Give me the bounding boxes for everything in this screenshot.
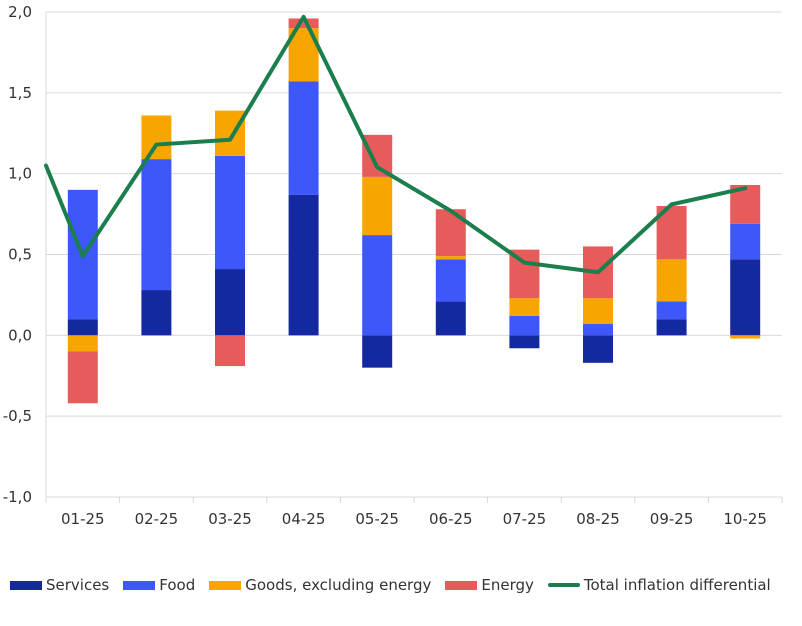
legend-item: Goods, excluding energy [209, 576, 431, 594]
bar-goods-excluding-energy [362, 176, 393, 236]
bar-goods-excluding-energy [215, 110, 245, 156]
x-tick-label: 10-25 [723, 510, 767, 528]
legend-label: Goods, excluding energy [245, 576, 432, 594]
y-tick-label: 2,0 [8, 3, 32, 21]
y-tick-label: 1,0 [8, 165, 32, 183]
legend-item: Food [123, 576, 195, 594]
bar-services [141, 290, 172, 336]
bar-goods-excluding-energy [435, 256, 466, 260]
legend-item: Energy [445, 576, 534, 594]
x-tick-label: 07-25 [503, 510, 547, 528]
x-tick-label: 09-25 [650, 510, 694, 528]
bar-services [215, 269, 245, 336]
bar-food [215, 155, 245, 270]
bar-energy [362, 134, 393, 177]
legend-swatch [123, 580, 156, 590]
bar-energy [67, 351, 98, 404]
y-tick-label: 0,5 [8, 246, 32, 264]
bar-services [583, 335, 613, 363]
legend-swatch [547, 583, 580, 587]
bar-food [656, 301, 687, 320]
bar-food [288, 81, 319, 195]
bar-food [509, 315, 540, 336]
x-tick-label: 05-25 [355, 510, 399, 528]
bar-services [509, 335, 540, 349]
legend-swatch [209, 580, 242, 590]
bar-goods-excluding-energy [67, 335, 98, 352]
inflation-chart: -1,0 -0,5 0,0 0,5 1,0 1,5 2,0 01-25 02-25 03-25 04… [3, 3, 783, 528]
y-tick-label: 0,0 [8, 326, 32, 344]
x-tick-label: 08-25 [576, 510, 620, 528]
bar-energy [215, 335, 245, 367]
x-tick-label: 03-25 [208, 510, 252, 528]
legend-swatch [10, 580, 42, 590]
legend-label: Energy [481, 576, 534, 594]
y-tick-label: -0,5 [3, 407, 32, 425]
bar-food [730, 223, 761, 260]
bar-goods-excluding-energy [730, 335, 761, 339]
bar-services [288, 194, 319, 336]
bar-food [583, 324, 613, 336]
legend-item: Services [10, 576, 109, 594]
x-tick-label: 04-25 [282, 510, 326, 528]
bar-services [67, 319, 98, 336]
x-tick-label: 06-25 [429, 510, 473, 528]
legend-item: Total inflation differential [547, 576, 771, 594]
bar-food [435, 259, 466, 302]
y-tick-label: -1,0 [3, 488, 32, 506]
legend-label: Total inflation differential [583, 576, 771, 594]
bar-services [656, 319, 687, 336]
bar-energy [288, 18, 319, 29]
legend: Services Food Goods, excluding energy Energ… [10, 576, 785, 594]
total-inflation-line [44, 14, 748, 275]
bar-goods-excluding-energy [656, 259, 687, 302]
bar-goods-excluding-energy [509, 298, 540, 316]
x-tick-label: 01-25 [61, 510, 105, 528]
legend-swatch [445, 580, 478, 590]
bar-goods-excluding-energy [583, 298, 613, 325]
bar-services [730, 259, 761, 336]
bar-services [435, 301, 466, 336]
bar-food [141, 159, 172, 291]
bar-services [362, 335, 393, 368]
bar-food [362, 235, 393, 336]
y-tick-label: 1,5 [8, 84, 32, 102]
bar-goods-excluding-energy [141, 115, 172, 160]
legend-label: Food [159, 576, 196, 594]
legend-label: Services [46, 576, 110, 594]
x-tick-label: 02-25 [135, 510, 179, 528]
